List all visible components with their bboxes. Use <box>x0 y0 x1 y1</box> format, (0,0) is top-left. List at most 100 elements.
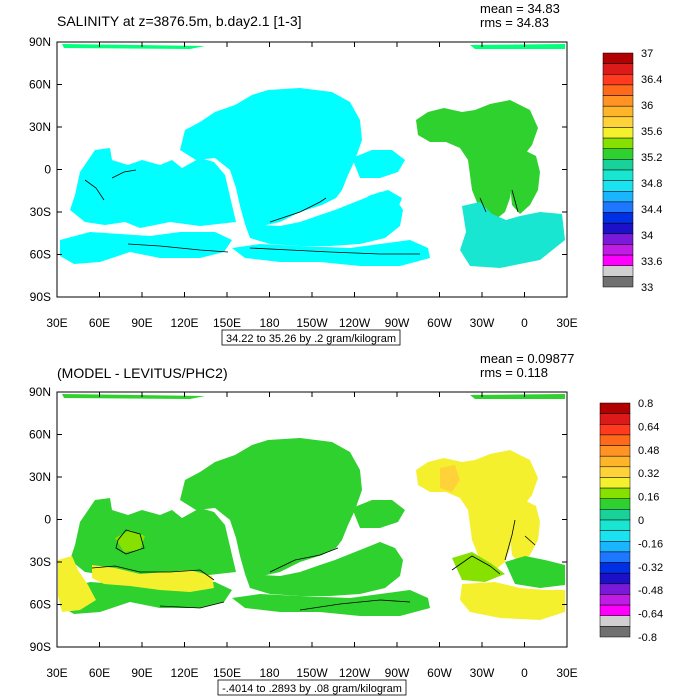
colorbar-swatch <box>602 276 634 288</box>
colorbar-label: -0.8 <box>638 632 657 644</box>
colorbar-swatch <box>602 180 634 192</box>
colorbar-swatch <box>602 105 634 118</box>
difference-panel: (MODEL - LEVITUS/PHC2) mean = 0.09877 rm… <box>29 351 663 696</box>
colorbar-swatch <box>599 477 631 489</box>
colorbar-swatch <box>602 265 634 277</box>
colorbar-swatch <box>599 551 631 563</box>
x-tick-label: 120W <box>339 316 371 330</box>
x-tick-label: 90E <box>131 316 152 330</box>
colorbar-swatch <box>602 74 634 86</box>
y-axis: 90N 60N 30N 0 30S 60S 90S <box>29 385 567 654</box>
x-tick-label: 120W <box>339 666 371 680</box>
colorbar-label: 33.6 <box>641 256 662 268</box>
colorbar-label: -0.48 <box>638 585 663 597</box>
ocean-region <box>352 500 405 528</box>
colorbar-label: 36 <box>641 100 653 112</box>
colorbar-swatch <box>602 127 634 139</box>
colorbar-swatch <box>599 402 631 414</box>
rms-stat: rms = 34.83 <box>480 15 549 30</box>
colorbar-label: 33 <box>641 282 653 294</box>
ocean-region <box>115 530 145 552</box>
panel-title: SALINITY at z=3876.5m, b.day2.1 [1-3] <box>57 13 302 29</box>
ocean-region <box>62 44 205 49</box>
colorbar-swatch <box>599 413 631 425</box>
colorbar-swatch <box>599 487 631 499</box>
colorbar-label: 34.8 <box>641 178 662 190</box>
colorbar-swatch <box>602 159 634 171</box>
rms-stat: rms = 0.118 <box>480 365 548 380</box>
x-tick-label: 90W <box>385 316 410 330</box>
colorbar-swatch <box>599 562 631 574</box>
ocean-region <box>510 500 540 564</box>
colorbar-swatch <box>599 530 631 542</box>
y-tick-label: 60N <box>29 78 51 92</box>
ocean-region <box>58 556 96 612</box>
colorbar-swatch <box>599 615 631 627</box>
ocean-region <box>470 44 565 49</box>
colorbar-swatch <box>599 498 631 510</box>
panel-title: (MODEL - LEVITUS/PHC2) <box>57 365 228 381</box>
x-tick-label: 150E <box>213 316 241 330</box>
colorbar-label: 0.32 <box>638 468 659 480</box>
ocean-region <box>460 582 565 620</box>
y-tick-label: 30S <box>30 205 51 219</box>
colorbar-label: 37 <box>641 48 653 60</box>
x-tick-label: 120E <box>170 316 198 330</box>
y-tick-label: 0 <box>44 163 51 177</box>
colorbar: 37 36.4 36 35.6 35.2 34.8 34.4 34 33.6 33 <box>602 48 662 294</box>
ocean-region <box>92 565 214 592</box>
ocean-region <box>416 100 538 220</box>
colorbar-label: -0.64 <box>638 609 663 621</box>
colorbar-label: 0.8 <box>638 398 653 410</box>
y-tick-label: 90S <box>30 290 51 304</box>
contour-info-box <box>221 329 401 346</box>
ocean-region <box>352 150 405 178</box>
colorbar-swatch <box>602 169 634 181</box>
x-tick-label: 90E <box>131 666 152 680</box>
y-tick-label: 30N <box>29 470 51 484</box>
colorbar-swatch <box>602 201 634 213</box>
colorbar-swatch <box>599 455 631 468</box>
colorbar-label: 34.4 <box>641 204 662 216</box>
ocean-region <box>510 150 540 214</box>
colorbar-swatch <box>599 594 631 606</box>
colorbar-swatch <box>602 212 634 224</box>
contour-info: -.4014 to .2893 by .08 gram/kilogram <box>222 683 402 695</box>
x-tick-label: 120E <box>170 666 198 680</box>
colorbar-label: -0.32 <box>638 562 663 574</box>
colorbar-swatch <box>599 604 631 616</box>
colorbar-swatch <box>602 254 634 266</box>
colorbar-swatch <box>602 137 634 149</box>
y-tick-label: 90S <box>30 640 51 654</box>
colorbar-label: -0.16 <box>638 538 663 550</box>
mean-stat: mean = 0.09877 <box>480 351 574 366</box>
x-tick-label: 30W <box>470 666 495 680</box>
colorbar-swatch <box>599 434 631 446</box>
x-tick-label: 90W <box>385 666 410 680</box>
x-tick-label: 30E <box>556 666 577 680</box>
difference-map <box>58 394 565 620</box>
ocean-region <box>60 232 232 264</box>
x-axis: 30E 60E 90E 120E 150E 180 150W 120W 90W 60W 30W 0 30… <box>46 392 578 680</box>
mean-stat: mean = 34.83 <box>480 1 560 16</box>
x-tick-label: 30E <box>46 316 67 330</box>
colorbar-swatch <box>602 191 634 203</box>
colorbar-swatch <box>602 148 634 160</box>
colorbar-swatch <box>599 466 631 478</box>
colorbar: 0.8 0.64 0.48 0.32 0.16 0 -0.16 -0.32 -0.48 -0.64… <box>599 398 663 644</box>
ocean-region <box>70 148 236 228</box>
x-tick-label: 0 <box>521 316 528 330</box>
contour-info: 34.22 to 35.26 by .2 gram/kilogram <box>226 333 396 345</box>
x-tick-label: 60E <box>89 666 110 680</box>
y-tick-label: 60N <box>29 428 51 442</box>
colorbar-label: 35.6 <box>641 126 662 138</box>
ocean-region <box>62 394 205 399</box>
x-tick-label: 150E <box>213 666 241 680</box>
ocean-region <box>180 438 362 576</box>
y-tick-label: 60S <box>30 248 51 262</box>
y-axis: 90N 60N 30N 0 30S 60S 90S <box>29 35 567 304</box>
colorbar-label: 0.16 <box>638 492 659 504</box>
y-tick-label: 90N <box>29 35 51 49</box>
colorbar-swatch <box>602 52 634 64</box>
colorbar-swatch <box>602 233 634 245</box>
